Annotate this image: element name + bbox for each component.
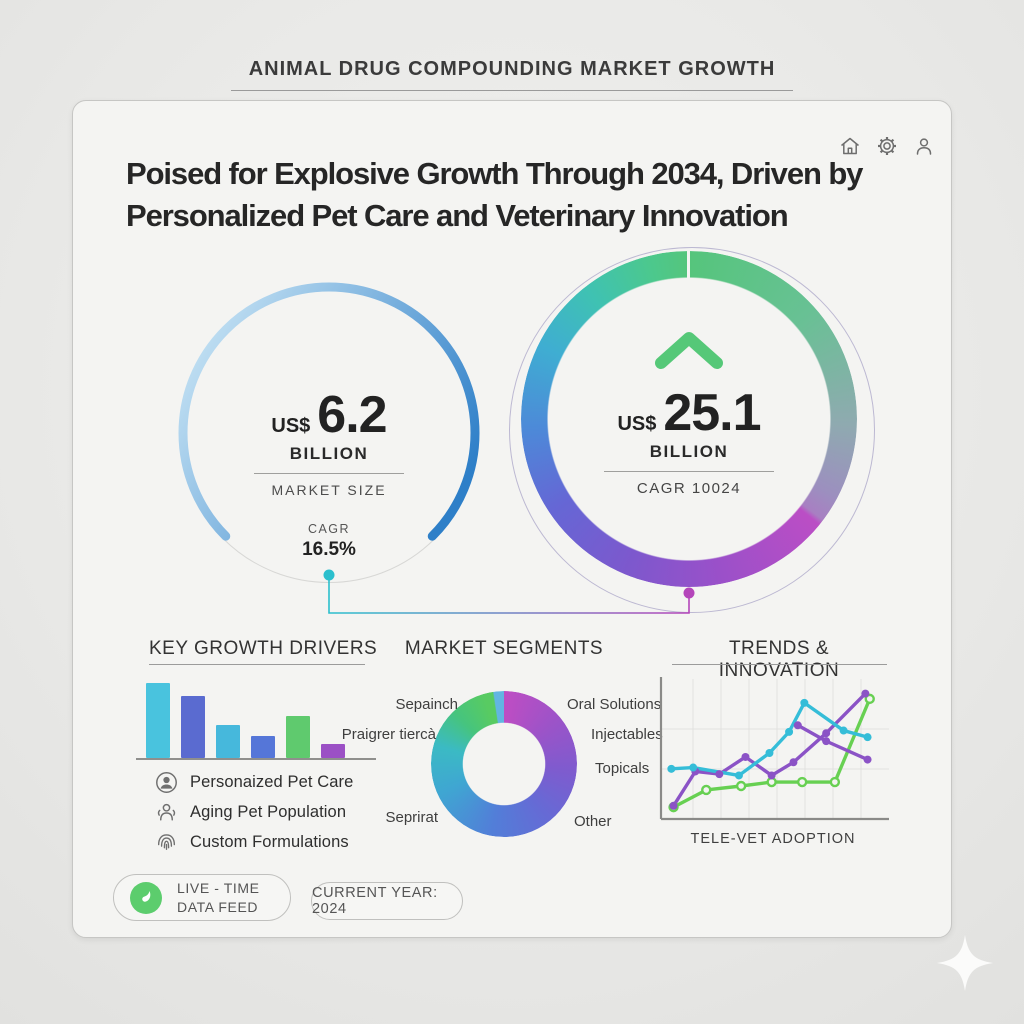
- divider: [254, 473, 404, 474]
- driver-label: Custom Formulations: [190, 832, 349, 851]
- driver-label: Personaized Pet Care: [190, 772, 354, 791]
- purple-trend-marker: [741, 752, 750, 761]
- green-trend-marker: [735, 780, 747, 792]
- market-size-label: MARKET SIZE: [271, 482, 387, 498]
- bar: [251, 736, 275, 758]
- cyan-trend-marker: [863, 733, 872, 742]
- segment-label: Injectables: [591, 726, 663, 743]
- divider: [604, 471, 774, 472]
- green-trend-marker: [796, 776, 808, 788]
- cyan-trend-marker: [667, 764, 676, 773]
- unit-label: BILLION: [289, 444, 369, 463]
- nav-icons: [838, 134, 936, 158]
- trends-line-chart: [659, 677, 889, 821]
- headline: Poised for Explosive Growth Through 2034…: [126, 153, 916, 237]
- segments-donut: [431, 691, 577, 837]
- driver-label: Aging Pet Population: [190, 802, 347, 821]
- segment-label: Praigrer tiercà: [341, 726, 436, 743]
- cyan-trend-marker: [689, 763, 698, 772]
- aging-pet-icon: [157, 803, 176, 821]
- segment-label: Sepainch: [395, 696, 458, 713]
- bar: [286, 716, 310, 758]
- list-item: Aging Pet Population: [155, 797, 353, 827]
- live-indicator-icon: [130, 881, 162, 914]
- list-item: Custom Formulations: [155, 827, 353, 857]
- drivers-bar-chart: [136, 679, 376, 758]
- green-trend-marker: [829, 776, 841, 788]
- market-size-value: 6.2: [317, 386, 387, 444]
- segment-label: Other: [574, 813, 612, 830]
- forecast-ring: [521, 251, 857, 587]
- section-underline: [149, 664, 365, 665]
- cagr-value: 16.5%: [302, 539, 356, 560]
- currency-label: US$: [617, 413, 657, 435]
- purple-trend-branch-marker: [863, 755, 872, 764]
- green-trend-marker: [701, 784, 712, 796]
- purple-trend-marker: [669, 801, 678, 810]
- purple-trend-branch-marker: [793, 721, 802, 730]
- ring-outline-circle: [509, 247, 875, 613]
- headline-line1: Poised for Explosive Growth Through 2034…: [126, 156, 863, 191]
- market-size-stat: US$ 6.2 BILLION MARKET SIZE CAGR 16.5%: [179, 389, 479, 561]
- gauge-arc-path: [178, 282, 480, 584]
- purple-trend-marker: [789, 758, 798, 767]
- cagr-label: CAGR: [307, 522, 351, 536]
- section-underline: [672, 664, 887, 665]
- settings-icon[interactable]: [875, 134, 899, 158]
- purple-trend-marker: [861, 689, 870, 698]
- purple-trend-marker: [822, 729, 831, 738]
- bar: [321, 744, 345, 758]
- cyan-trend-marker: [800, 698, 809, 707]
- forecast-stat: US$ 25.1 BILLION CAGR 10024: [539, 387, 839, 497]
- user-icon[interactable]: [912, 134, 936, 158]
- bar: [181, 696, 205, 758]
- ring-seam: [687, 250, 690, 278]
- cyan-trend-line: [669, 701, 870, 778]
- current-year-label: CURRENT YEAR: 2024: [312, 885, 438, 917]
- bar-chart-baseline: [136, 758, 376, 760]
- forecast-label: CAGR 10024: [636, 480, 742, 497]
- trends-x-axis-label: TELE-VET ADOPTION: [690, 831, 856, 847]
- bar: [146, 683, 170, 758]
- growth-drivers-title: KEY GROWTH DRIVERS: [149, 638, 378, 659]
- fingerprint-icon: [157, 833, 176, 850]
- current-year-badge: CURRENT YEAR: 2024: [311, 882, 463, 920]
- cyan-trend-marker: [785, 727, 794, 736]
- page-title: ANIMAL DRUG COMPOUNDING MARKET GROWTH: [0, 58, 1024, 91]
- home-icon[interactable]: [838, 134, 862, 158]
- segment-label: Oral Solutions: [567, 696, 662, 713]
- forecast-value: 25.1: [663, 384, 761, 442]
- user-circle-icon: [156, 771, 177, 793]
- list-item: Personaized Pet Care: [155, 767, 353, 797]
- live-feed-label: LIVE - TIME DATA FEED: [177, 879, 260, 915]
- trends-title: TRENDS & INNOVATION: [718, 638, 840, 681]
- connector-line: [323, 569, 695, 614]
- unit-label: BILLION: [649, 442, 729, 461]
- gauge-connector-dot: [323, 569, 335, 581]
- cyan-trend-marker: [734, 771, 743, 780]
- purple-trend-marker: [715, 770, 724, 779]
- growth-chevron-icon: [655, 332, 723, 369]
- sparkle-icon: [937, 935, 993, 991]
- market-segments-title: MARKET SEGMENTS: [404, 638, 604, 659]
- market-size-gauge-arc: [178, 282, 480, 584]
- headline-line2: Personalized Pet Care and Veterinary Inn…: [126, 198, 789, 234]
- growth-drivers-list: Personaized Pet Care Aging Pet Populatio…: [155, 767, 353, 857]
- currency-label: US$: [271, 415, 311, 437]
- cyan-trend-marker: [839, 726, 848, 735]
- segment-label: Topicals: [595, 760, 650, 777]
- ring-connector-dot: [683, 587, 695, 599]
- dashboard-card: Poised for Explosive Growth Through 2034…: [72, 100, 952, 938]
- purple-trend-marker: [767, 771, 776, 780]
- purple-trend-branch-marker: [822, 737, 831, 746]
- bar: [216, 725, 240, 758]
- live-feed-badge: LIVE - TIME DATA FEED: [113, 874, 291, 921]
- segment-label: Seprirat: [385, 809, 438, 826]
- green-trend-marker: [864, 693, 875, 705]
- cyan-trend-marker: [765, 749, 774, 757]
